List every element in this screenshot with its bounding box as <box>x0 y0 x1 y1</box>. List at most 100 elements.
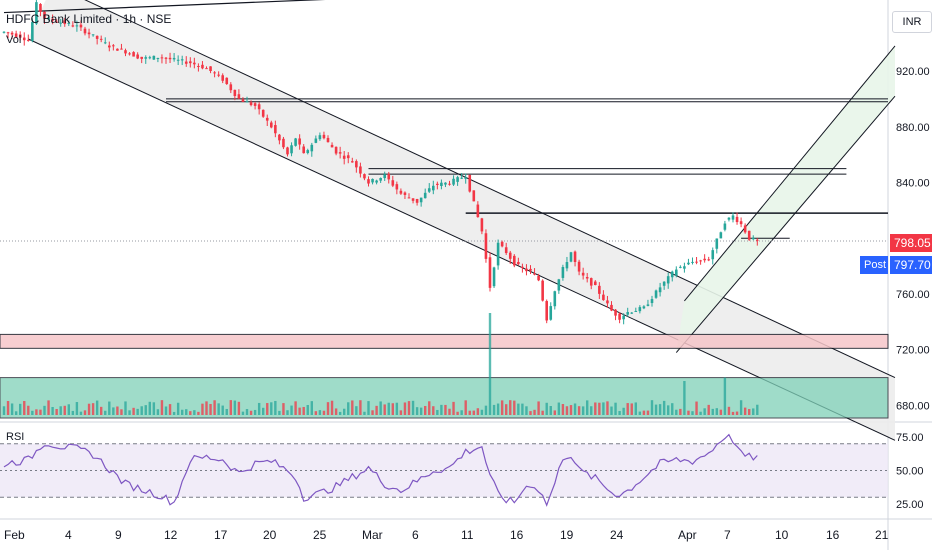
candle-body <box>306 150 310 154</box>
candle-body <box>326 137 330 143</box>
candle-body <box>452 178 455 185</box>
candle-body <box>172 57 176 60</box>
volume-bar <box>132 407 135 415</box>
candle-body <box>634 310 638 312</box>
volume-bar <box>51 406 54 415</box>
volume-bar <box>723 377 727 415</box>
volume-bar <box>711 408 714 415</box>
volume-bar <box>662 400 666 415</box>
candle-body <box>346 155 350 159</box>
volume-bar <box>505 404 508 415</box>
candle-body <box>399 190 403 194</box>
volume-bar <box>112 407 115 415</box>
candle-body <box>521 266 524 269</box>
candle-body <box>176 59 180 61</box>
volume-bar <box>537 401 540 415</box>
volume-bar <box>193 410 196 415</box>
candle-body <box>573 251 577 262</box>
candle-body <box>63 20 67 25</box>
volume-bar <box>10 403 14 415</box>
volume-bar <box>565 406 569 415</box>
volume-bar <box>549 406 552 415</box>
candle-body <box>274 125 277 134</box>
candle-body <box>675 269 678 276</box>
candle-body <box>375 180 378 183</box>
volume-bar <box>460 410 463 415</box>
volume-bar <box>83 410 87 415</box>
candle-body <box>225 77 229 85</box>
volume-bar <box>75 402 79 415</box>
candle-body <box>83 28 87 34</box>
volume-bar <box>168 404 172 415</box>
candle-body <box>695 261 698 263</box>
candle-body <box>557 279 561 291</box>
candle-body <box>460 177 463 179</box>
volume-bar <box>671 403 674 415</box>
volume-bar <box>71 410 75 415</box>
volume-bar <box>395 402 399 415</box>
volume-bar <box>213 400 216 415</box>
volume-bar <box>598 402 601 415</box>
candle-body <box>302 146 305 154</box>
volume-bar <box>156 409 160 415</box>
volume-bar <box>306 405 309 415</box>
candle-body <box>630 312 634 314</box>
candle-body <box>371 178 374 183</box>
candle-body <box>278 134 281 141</box>
volume-bar <box>124 401 127 415</box>
time-axis-tick: 24 <box>610 528 624 542</box>
volume-bar <box>262 407 265 415</box>
candle-body <box>569 252 573 262</box>
volume-bar <box>691 411 694 415</box>
volume-bar <box>695 401 698 415</box>
volume-bar <box>270 402 273 415</box>
volume-bar <box>95 400 99 415</box>
candle-body <box>221 75 224 81</box>
ascending-channel-upper <box>684 45 896 302</box>
volume-bar <box>104 410 107 415</box>
rsi-line <box>3 433 758 507</box>
volume-bar <box>282 403 285 415</box>
candle-body <box>577 261 581 272</box>
candle-body <box>286 147 289 155</box>
candle-body <box>31 22 34 41</box>
volume-bar <box>513 400 516 415</box>
candle-body <box>249 102 253 106</box>
volume-bar <box>318 410 322 415</box>
candle-body <box>355 161 358 168</box>
candle-body <box>703 258 706 261</box>
volume-bar <box>298 407 301 415</box>
time-axis-tick: 12 <box>164 528 178 542</box>
candle-body <box>679 266 682 268</box>
volume-bar <box>225 408 228 415</box>
candle-body <box>229 84 233 91</box>
candle-body <box>492 267 496 287</box>
time-axis-tick: 17 <box>214 528 228 542</box>
candle-body <box>723 223 727 230</box>
candle-body <box>156 57 160 59</box>
volume-bar <box>257 402 261 415</box>
candle-body <box>606 300 609 304</box>
time-axis-tick: 9 <box>115 528 122 542</box>
volume-bar <box>533 409 536 415</box>
post-market-label: Post <box>860 256 888 274</box>
candle-body <box>363 174 366 179</box>
volume-bar <box>249 410 253 415</box>
volume-bar <box>735 411 739 415</box>
candle-body <box>164 57 168 59</box>
volume-bar <box>618 410 621 415</box>
currency-selector[interactable]: INR <box>892 11 932 33</box>
volume-bar <box>343 408 346 415</box>
volume-bar <box>233 400 237 415</box>
time-axis-tick: 25 <box>313 528 327 542</box>
volume-bar <box>221 405 224 415</box>
candle-body <box>537 276 540 281</box>
candle-body <box>213 72 216 74</box>
candle-body <box>513 255 516 266</box>
volume-bar <box>557 402 561 415</box>
time-axis-tick: 6 <box>412 528 419 542</box>
candle-body <box>610 304 613 311</box>
candle-body <box>391 180 395 186</box>
candle-body <box>500 241 504 247</box>
